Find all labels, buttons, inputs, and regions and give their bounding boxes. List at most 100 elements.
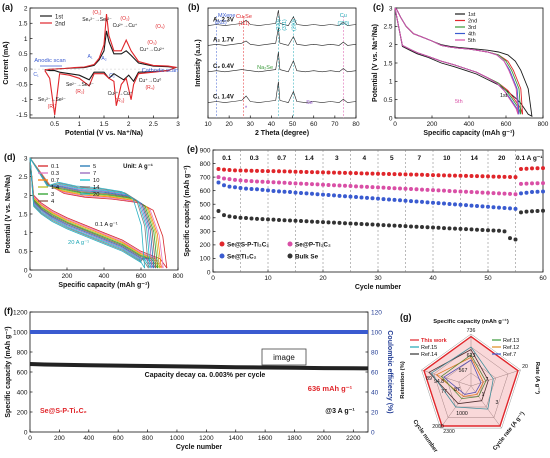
annotation: Cathodic scan [142, 68, 179, 74]
legend-entry: 5th [468, 38, 476, 44]
y-tick-label: 0 [24, 66, 28, 73]
cycle-point [304, 181, 309, 186]
cycle-point [227, 168, 232, 173]
cycle-point [354, 184, 358, 189]
annotation: A₁ [87, 54, 92, 60]
cycle-point [376, 222, 380, 227]
y-tick-label: 0 [207, 269, 211, 276]
cycle-point [497, 191, 501, 196]
cycle-point [266, 169, 270, 174]
y2-tick-label: 40 [371, 389, 379, 396]
cycle-point [271, 188, 276, 193]
rate-label: 10 [443, 155, 451, 162]
cycle-point [293, 190, 298, 195]
y-tick-label: 900 [200, 147, 211, 154]
cycle-point [464, 203, 468, 208]
annotation: Se²⁻→Se₄²⁻ [66, 82, 94, 88]
cycle-point [271, 217, 276, 222]
cycle-point [376, 171, 380, 176]
cycle-point [458, 226, 463, 231]
cycle-point [299, 190, 303, 195]
cycle-point [392, 172, 397, 177]
cycle-point [530, 209, 534, 214]
radar-series-Ref.13 [440, 354, 487, 400]
cycle-point [491, 205, 496, 210]
legend-marker [219, 241, 225, 247]
y-tick-label: 800 [17, 349, 28, 356]
y-tick-label: 500 [200, 202, 211, 209]
panel-a: 0.5 1 1.5 2 2.5 3 -1.5 -1 -0.5 0 0.5 1 1.5 2 Potential… [2, 2, 180, 137]
x-axis-label: Cycle number [355, 284, 402, 291]
cycle-point [491, 191, 496, 196]
cycle-point [436, 188, 441, 193]
cycle-point [238, 215, 243, 220]
legend-entry: 2nd [468, 19, 477, 25]
radar-tick-label: 1000 [456, 411, 468, 417]
annotation: (O₂) [120, 16, 129, 22]
x-tick-label: 1800 [287, 435, 302, 442]
cycle-point [233, 177, 237, 182]
cycle-point [227, 184, 232, 189]
annotation: Capacity decay ca. 0.003% per cycle [145, 372, 266, 379]
cycle-point [414, 224, 419, 229]
cycle-point [464, 173, 468, 178]
cycle-point [255, 187, 259, 192]
cycle-point [420, 172, 424, 177]
cycle-point [343, 170, 347, 175]
y-tick-label: -1.5 [16, 112, 28, 119]
legend-entry: 10 [93, 178, 99, 184]
cycle-point [216, 166, 221, 171]
annotation: C₁ [33, 72, 39, 78]
annotation: (R₃) [116, 98, 125, 104]
cycle-point [392, 223, 397, 228]
x-tick-label: 50 [289, 121, 297, 128]
cycle-point [337, 170, 342, 175]
cycle-point [244, 186, 248, 191]
cycle-point [299, 219, 303, 224]
label: * [245, 106, 248, 112]
label: (220) [337, 21, 349, 27]
y2-tick-label: 100 [371, 329, 382, 336]
rate-label: 20 [498, 155, 506, 162]
cycle-point [409, 199, 413, 204]
radar-tick-label: 567 [459, 368, 468, 374]
cycle-point [409, 172, 413, 177]
y-tick-label: 400 [17, 389, 28, 396]
rate-label: 1.4 [305, 155, 314, 162]
panel-d: 0 200 400 600 800 0 0.5 1 1.5 2 2.5 3 Specific capac… [4, 152, 184, 289]
panel-letter: (g) [400, 312, 412, 322]
cycle-point [321, 192, 325, 197]
cycle-point [420, 224, 424, 229]
x-tick-label: 10 [264, 275, 272, 282]
y-tick-label: 2.5 [18, 174, 27, 181]
legend-entry: Ref.13 [503, 338, 519, 344]
cycle-point [513, 237, 518, 242]
y-axis-label: Potential (V vs. Na⁺/Na) [372, 24, 379, 102]
radar-series-This work [423, 335, 519, 427]
legend-entry: 0.3 [51, 171, 59, 177]
radar-series-Ref.12 [435, 356, 484, 397]
capacity-band [29, 362, 369, 371]
cycle-point [310, 219, 314, 224]
annotation: (R₂) [76, 89, 85, 95]
series-label: C₁ 1.4V [213, 95, 234, 101]
y-tick-label: 2 [24, 5, 28, 12]
y-tick-label: 0 [24, 267, 28, 274]
cycle-point [222, 213, 226, 218]
rate-label: 4 [362, 155, 366, 162]
legend-entry: Se@Ti₂C₂ [227, 254, 257, 261]
rate-label: 5 [390, 155, 394, 162]
y-tick-label: 0 [24, 429, 28, 436]
radar-spoke [470, 369, 521, 387]
x-tick-label: 1200 [199, 435, 214, 442]
cycle-point [431, 225, 435, 230]
legend-entry: 4 [51, 199, 55, 205]
cycle-point [486, 190, 490, 195]
cycle-point [299, 169, 303, 174]
y-axis-label: Specific capacity (mAh g⁻¹) [5, 326, 12, 417]
legend-marker [219, 253, 225, 259]
cycle-point [502, 191, 507, 196]
y-tick-label: 1 [24, 36, 28, 43]
x-tick-label: 2 [127, 121, 131, 128]
cycle-point [392, 197, 397, 202]
